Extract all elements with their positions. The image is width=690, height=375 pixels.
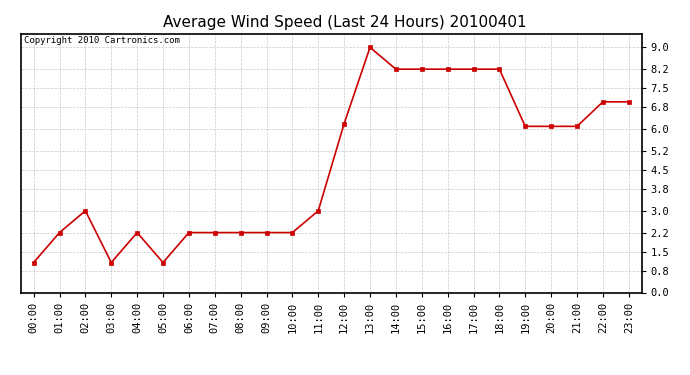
Text: Average Wind Speed (Last 24 Hours) 20100401: Average Wind Speed (Last 24 Hours) 20100… bbox=[164, 15, 526, 30]
Text: Copyright 2010 Cartronics.com: Copyright 2010 Cartronics.com bbox=[23, 36, 179, 45]
